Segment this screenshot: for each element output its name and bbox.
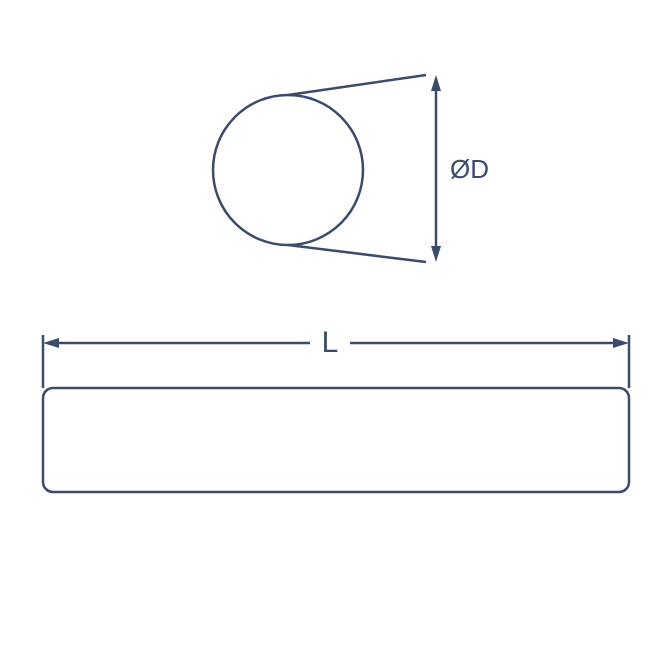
- arrow-head: [431, 246, 441, 262]
- length-label: L: [322, 326, 339, 359]
- arrow-head: [613, 338, 629, 348]
- diameter-label: ØD: [450, 154, 489, 184]
- rod-end-circle: [213, 95, 363, 245]
- arrow-head: [43, 338, 59, 348]
- ext-line-bottom: [288, 245, 426, 262]
- rod-side-rect: [43, 388, 629, 492]
- ext-line-top: [288, 75, 426, 95]
- arrow-head: [431, 75, 441, 91]
